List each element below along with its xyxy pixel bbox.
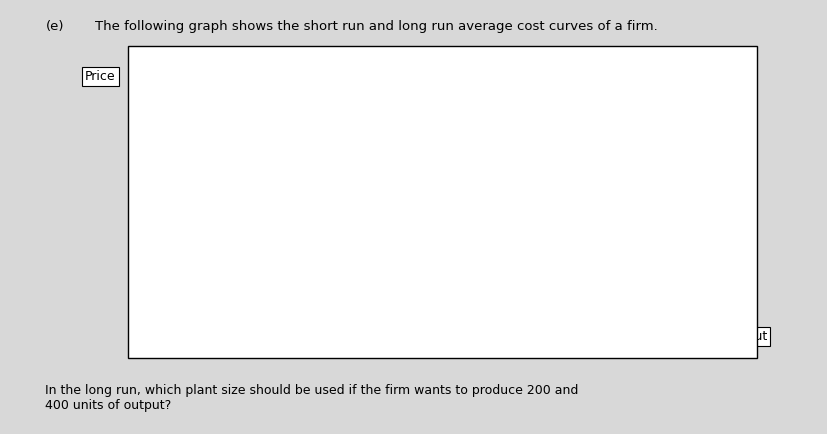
Text: LRAC: LRAC bbox=[653, 171, 685, 224]
Text: 300: 300 bbox=[485, 330, 509, 343]
Text: The following graph shows the short run and long run average cost curves of a fi: The following graph shows the short run … bbox=[95, 20, 657, 33]
Text: SRAC1: SRAC1 bbox=[266, 112, 327, 197]
Text: In the long run, which plant size should be used if the firm wants to produce 20: In the long run, which plant size should… bbox=[45, 384, 579, 412]
Text: SRAC2: SRAC2 bbox=[370, 168, 412, 218]
Text: SRAC3: SRAC3 bbox=[552, 120, 604, 189]
Text: Price: Price bbox=[85, 70, 116, 83]
Text: 200: 200 bbox=[365, 330, 389, 343]
Text: Output: Output bbox=[724, 330, 767, 343]
Text: (e): (e) bbox=[45, 20, 64, 33]
Text: 100: 100 bbox=[245, 330, 269, 343]
Text: 400: 400 bbox=[605, 330, 629, 343]
